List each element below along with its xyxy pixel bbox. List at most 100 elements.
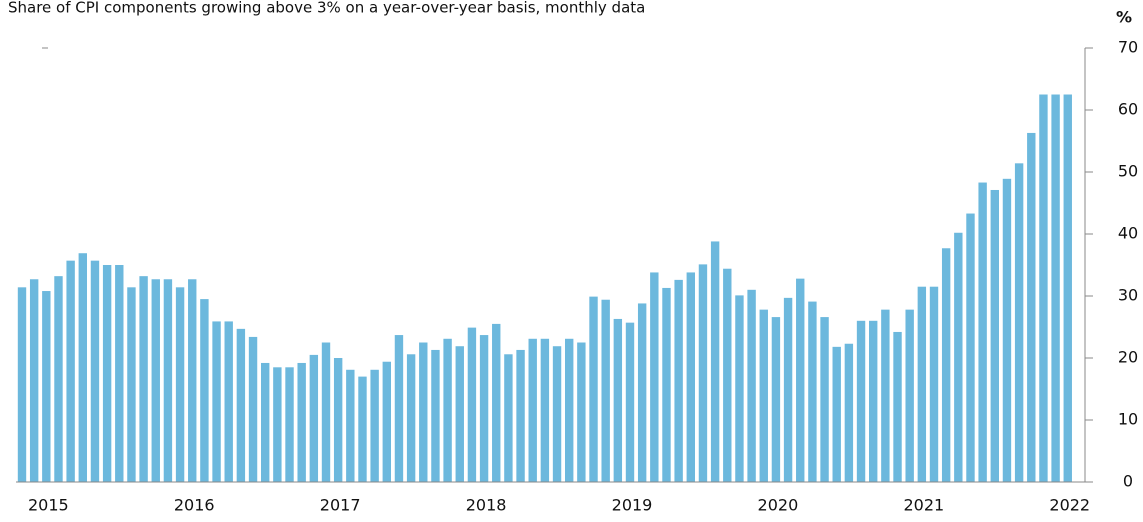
y-tick-label: 40 (1118, 224, 1138, 243)
bar (893, 331, 902, 482)
bar (990, 189, 999, 483)
bar (905, 309, 914, 482)
bar (540, 338, 550, 482)
bar (504, 354, 513, 482)
bar (978, 182, 987, 483)
bar (869, 320, 878, 482)
bar (674, 279, 683, 482)
bar (1014, 163, 1024, 482)
bar (224, 321, 233, 482)
bar (686, 272, 695, 482)
bar (54, 276, 63, 482)
bar (479, 335, 489, 482)
bar (1027, 132, 1036, 482)
bar (212, 321, 221, 482)
bar (163, 279, 173, 482)
bar (601, 299, 610, 482)
bar (565, 338, 574, 482)
bar (200, 299, 209, 482)
x-tick-label: 2016 (174, 496, 215, 515)
bar (394, 335, 404, 482)
bar (321, 342, 331, 482)
bar (759, 309, 768, 482)
bar (1051, 94, 1060, 482)
bar (127, 287, 136, 482)
bar (881, 309, 890, 482)
bar (78, 253, 87, 482)
bar (431, 349, 440, 482)
bar (42, 291, 51, 482)
chart-subtitle: Share of CPI components growing above 3%… (8, 0, 645, 17)
bar (796, 278, 805, 482)
bar (856, 320, 866, 482)
bar (577, 342, 586, 482)
y-tick-label: 70 (1118, 38, 1138, 57)
bar (236, 328, 246, 482)
bar (66, 260, 75, 482)
bar (261, 362, 270, 482)
bar (285, 367, 294, 482)
bar (771, 317, 781, 482)
bar (552, 346, 562, 482)
bar (90, 260, 100, 482)
bar (273, 367, 282, 482)
bar (443, 338, 452, 482)
bar (528, 338, 537, 482)
bar (917, 286, 927, 482)
x-tick-label: 2020 (758, 496, 799, 515)
y-tick-label: 20 (1118, 348, 1138, 367)
bar (102, 265, 112, 482)
x-tick-label: 2017 (320, 496, 361, 515)
bar (333, 358, 343, 482)
bar (589, 296, 598, 482)
bar (710, 241, 720, 482)
y-tick-label: 30 (1118, 286, 1138, 305)
bar (151, 279, 160, 482)
bar (1002, 178, 1012, 482)
bar (358, 376, 367, 482)
bar (783, 297, 793, 482)
bar (17, 287, 27, 482)
bar (419, 342, 428, 482)
bar (1063, 94, 1072, 482)
x-tick-label: 2019 (612, 496, 653, 515)
bar (954, 232, 963, 482)
bar (516, 349, 525, 482)
x-tick-label: 2018 (466, 496, 507, 515)
bar (698, 264, 708, 482)
bar (492, 323, 501, 482)
bar (929, 286, 939, 482)
bar (370, 369, 379, 482)
bar (139, 276, 148, 482)
y-tick-label: 10 (1118, 410, 1138, 429)
y-unit: % (1116, 8, 1132, 27)
bar (808, 301, 817, 482)
bar (966, 213, 975, 483)
bar (467, 327, 477, 482)
bar (613, 318, 623, 482)
bar (248, 336, 258, 482)
bar (175, 287, 185, 482)
bar (625, 322, 635, 482)
bar (747, 289, 756, 482)
y-tick-label: 50 (1118, 162, 1138, 181)
bar (735, 295, 744, 482)
y-tick-label: 0 (1123, 472, 1133, 491)
bar (820, 317, 829, 482)
bar (941, 248, 951, 482)
bar (382, 361, 391, 482)
y-tick-label: 60 (1118, 100, 1138, 119)
bar (406, 354, 416, 482)
x-tick-label: 2021 (903, 496, 944, 515)
bar (832, 346, 841, 482)
bar (297, 362, 306, 482)
x-tick-label: 2015 (28, 496, 69, 515)
bar (662, 287, 671, 482)
bar (455, 346, 464, 482)
x-tick-label: 2022 (1049, 496, 1090, 515)
bar (637, 303, 647, 482)
bar (346, 369, 355, 482)
bar (29, 279, 39, 482)
bar (1039, 94, 1048, 482)
